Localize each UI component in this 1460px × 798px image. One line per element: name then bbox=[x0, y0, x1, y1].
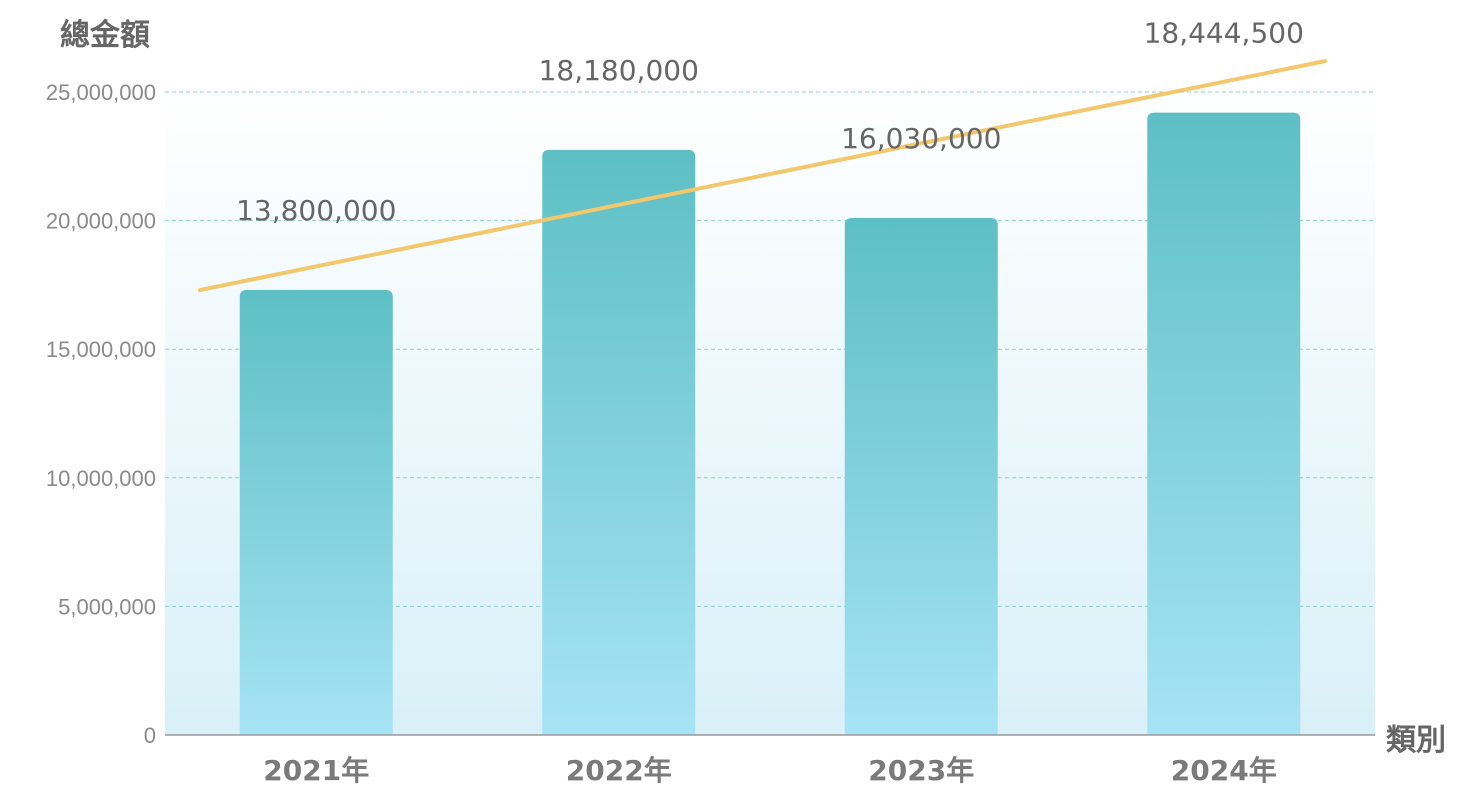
y-tick-label: 0 bbox=[144, 723, 156, 748]
x-tick-label: 2022年 bbox=[566, 754, 672, 787]
bar bbox=[542, 149, 696, 735]
data-label: 13,800,000 bbox=[236, 194, 396, 227]
y-tick-label: 15,000,000 bbox=[46, 337, 156, 362]
trendline bbox=[198, 59, 1327, 293]
bars bbox=[239, 112, 1301, 736]
trendline-group bbox=[198, 59, 1327, 293]
data-labels: 13,800,000 18,180,000 16,030,000 18,444,500 bbox=[236, 17, 1304, 227]
x-axis-title: 類別 bbox=[1386, 723, 1446, 758]
bar bbox=[844, 218, 998, 735]
x-tick-label: 2023年 bbox=[868, 754, 974, 787]
x-tick-labels: 2021年 2022年 2023年 2024年 bbox=[263, 754, 1276, 787]
data-label: 18,444,500 bbox=[1144, 17, 1304, 50]
data-label: 18,180,000 bbox=[539, 54, 699, 87]
x-tick-label: 2021年 bbox=[263, 754, 369, 787]
y-tick-labels: 0 5,000,000 10,000,000 15,000,000 20,000,000… bbox=[46, 80, 156, 748]
x-tick-label: 2024年 bbox=[1171, 754, 1277, 787]
y-tick-label: 20,000,000 bbox=[46, 209, 156, 234]
y-tick-label: 25,000,000 bbox=[46, 80, 156, 105]
bar bbox=[1147, 112, 1301, 736]
y-axis-title: 總金額 bbox=[60, 18, 150, 53]
bar bbox=[239, 290, 393, 735]
y-tick-label: 10,000,000 bbox=[46, 466, 156, 491]
y-tick-label: 5,000,000 bbox=[58, 594, 156, 619]
data-label: 16,030,000 bbox=[841, 122, 1001, 155]
